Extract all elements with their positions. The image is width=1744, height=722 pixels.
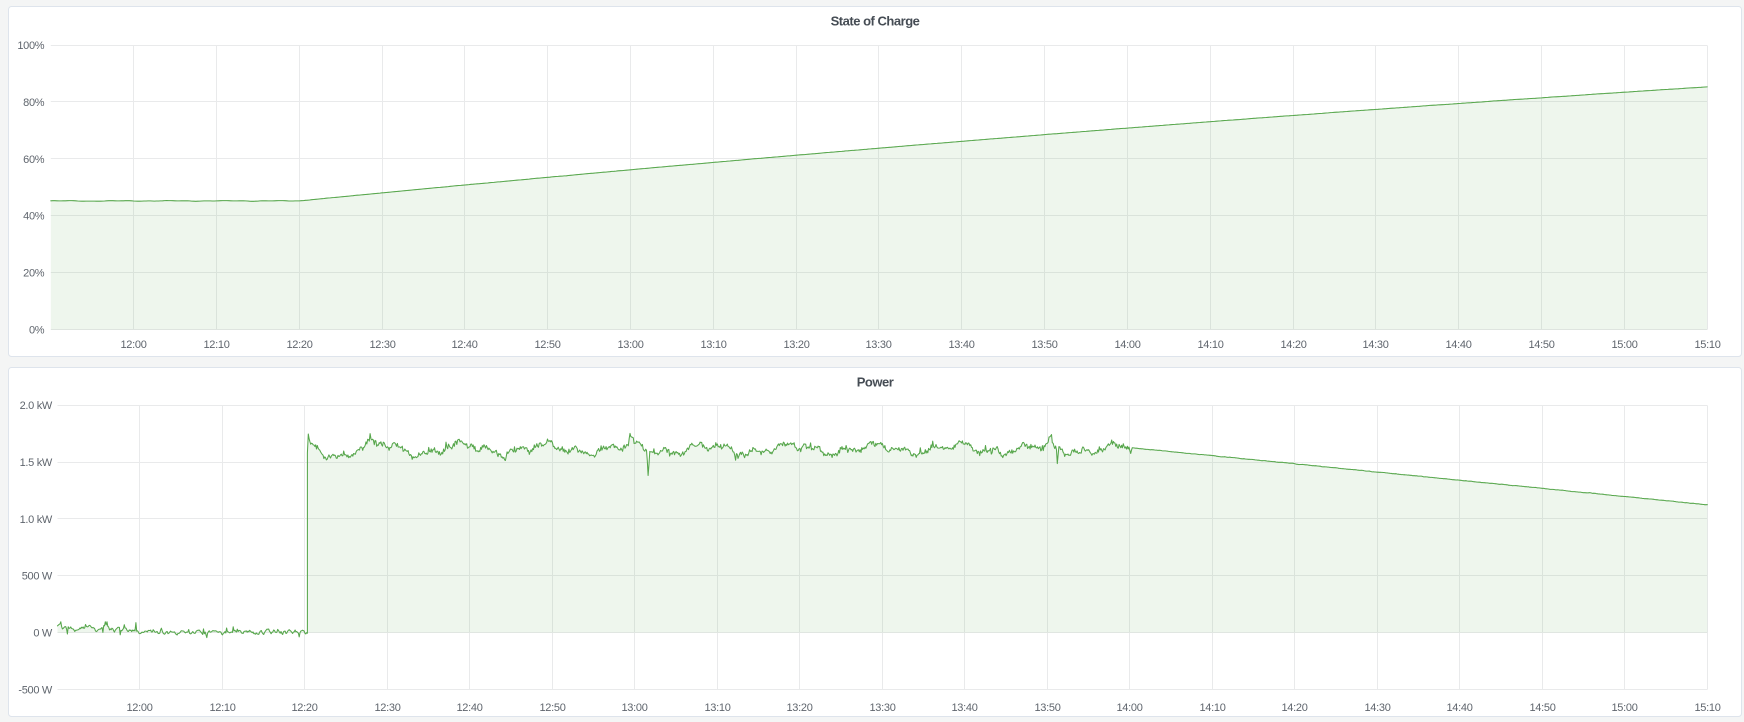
svg-text:12:00: 12:00 bbox=[120, 339, 146, 351]
svg-text:14:00: 14:00 bbox=[1114, 339, 1140, 351]
svg-text:13:20: 13:20 bbox=[783, 339, 809, 351]
svg-text:12:30: 12:30 bbox=[374, 702, 400, 714]
svg-text:14:50: 14:50 bbox=[1528, 339, 1554, 351]
svg-text:14:30: 14:30 bbox=[1362, 339, 1388, 351]
svg-text:12:30: 12:30 bbox=[369, 339, 395, 351]
svg-text:13:10: 13:10 bbox=[700, 339, 726, 351]
svg-text:20%: 20% bbox=[23, 268, 45, 280]
svg-text:12:20: 12:20 bbox=[291, 702, 317, 714]
svg-text:2.0 kW: 2.0 kW bbox=[20, 400, 53, 412]
svg-text:40%: 40% bbox=[23, 211, 45, 223]
svg-text:14:20: 14:20 bbox=[1281, 702, 1307, 714]
svg-text:12:10: 12:10 bbox=[209, 702, 235, 714]
svg-text:14:40: 14:40 bbox=[1446, 702, 1472, 714]
svg-text:13:30: 13:30 bbox=[865, 339, 891, 351]
svg-text:12:50: 12:50 bbox=[539, 702, 565, 714]
svg-text:13:40: 13:40 bbox=[948, 339, 974, 351]
svg-text:15:10: 15:10 bbox=[1694, 702, 1720, 714]
svg-text:14:40: 14:40 bbox=[1445, 339, 1471, 351]
svg-text:13:10: 13:10 bbox=[704, 702, 730, 714]
svg-text:Power: Power bbox=[857, 375, 894, 390]
svg-text:State of Charge: State of Charge bbox=[831, 14, 920, 29]
svg-text:13:20: 13:20 bbox=[786, 702, 812, 714]
svg-text:12:40: 12:40 bbox=[451, 339, 477, 351]
svg-text:15:00: 15:00 bbox=[1611, 339, 1637, 351]
svg-text:60%: 60% bbox=[23, 154, 45, 166]
svg-text:12:10: 12:10 bbox=[203, 339, 229, 351]
svg-text:15:10: 15:10 bbox=[1694, 339, 1720, 351]
svg-text:13:30: 13:30 bbox=[869, 702, 895, 714]
svg-text:12:00: 12:00 bbox=[126, 702, 152, 714]
svg-text:13:50: 13:50 bbox=[1034, 702, 1060, 714]
svg-text:100%: 100% bbox=[17, 40, 44, 52]
svg-text:0 W: 0 W bbox=[33, 628, 53, 640]
svg-text:1.0 kW: 1.0 kW bbox=[20, 514, 53, 526]
svg-text:14:30: 14:30 bbox=[1364, 702, 1390, 714]
svg-text:12:20: 12:20 bbox=[286, 339, 312, 351]
svg-text:15:00: 15:00 bbox=[1611, 702, 1637, 714]
svg-text:13:00: 13:00 bbox=[621, 702, 647, 714]
svg-text:12:50: 12:50 bbox=[534, 339, 560, 351]
svg-text:1.5 kW: 1.5 kW bbox=[20, 457, 53, 469]
svg-text:14:10: 14:10 bbox=[1199, 702, 1225, 714]
svg-text:12:40: 12:40 bbox=[456, 702, 482, 714]
svg-text:13:00: 13:00 bbox=[617, 339, 643, 351]
svg-text:14:10: 14:10 bbox=[1197, 339, 1223, 351]
svg-text:13:50: 13:50 bbox=[1031, 339, 1057, 351]
svg-text:13:40: 13:40 bbox=[951, 702, 977, 714]
svg-text:80%: 80% bbox=[23, 97, 45, 109]
svg-text:-500 W: -500 W bbox=[18, 684, 53, 696]
svg-text:14:50: 14:50 bbox=[1529, 702, 1555, 714]
svg-text:0%: 0% bbox=[29, 325, 45, 337]
svg-text:14:00: 14:00 bbox=[1116, 702, 1142, 714]
svg-text:500 W: 500 W bbox=[22, 571, 53, 583]
svg-text:14:20: 14:20 bbox=[1280, 339, 1306, 351]
